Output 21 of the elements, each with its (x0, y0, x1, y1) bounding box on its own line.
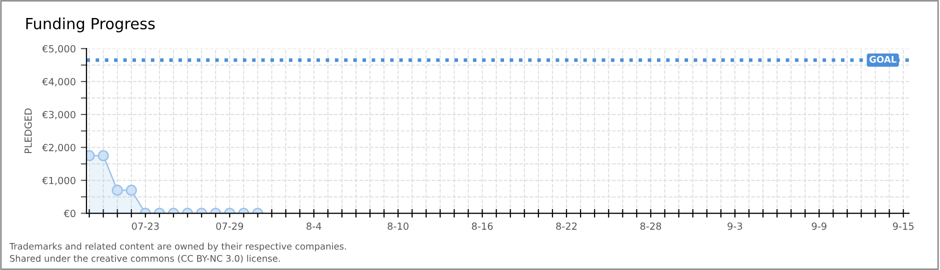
ref-line-label: GOAL (870, 56, 896, 63)
y-tick-label: €4,000 (42, 78, 76, 86)
x-tick-label: 9-9 (812, 222, 826, 230)
x-tick-label: 07-29 (216, 222, 244, 230)
x-tick-label: 9-15 (892, 222, 914, 230)
y-tick-label: €3,000 (42, 110, 76, 120)
x-tick-label: 07-23 (132, 222, 159, 230)
x-tick-label: 9-3 (728, 222, 742, 230)
x-tick-label: 8-28 (640, 222, 662, 230)
y-tick-label: €0 (64, 210, 76, 218)
x-tick-label: 8-16 (472, 222, 493, 230)
y-axis-title: PLEDGED (24, 108, 32, 154)
chart-title: Funding Progress (26, 18, 155, 32)
y-tick-label: €1,000 (42, 176, 76, 186)
y-tick-label: €5,000 (42, 45, 76, 54)
x-tick-label: 8-4 (306, 222, 322, 230)
y-tick-label: €2,000 (42, 144, 76, 152)
x-tick-label: 8-10 (388, 222, 408, 230)
text: Shared under the creative commons (CC BY-NC 3.0) license. (10, 254, 280, 263)
text: Trademarks and related content are owned by their respective companies. (9, 242, 346, 252)
x-tick-label: 8-22 (556, 222, 577, 230)
